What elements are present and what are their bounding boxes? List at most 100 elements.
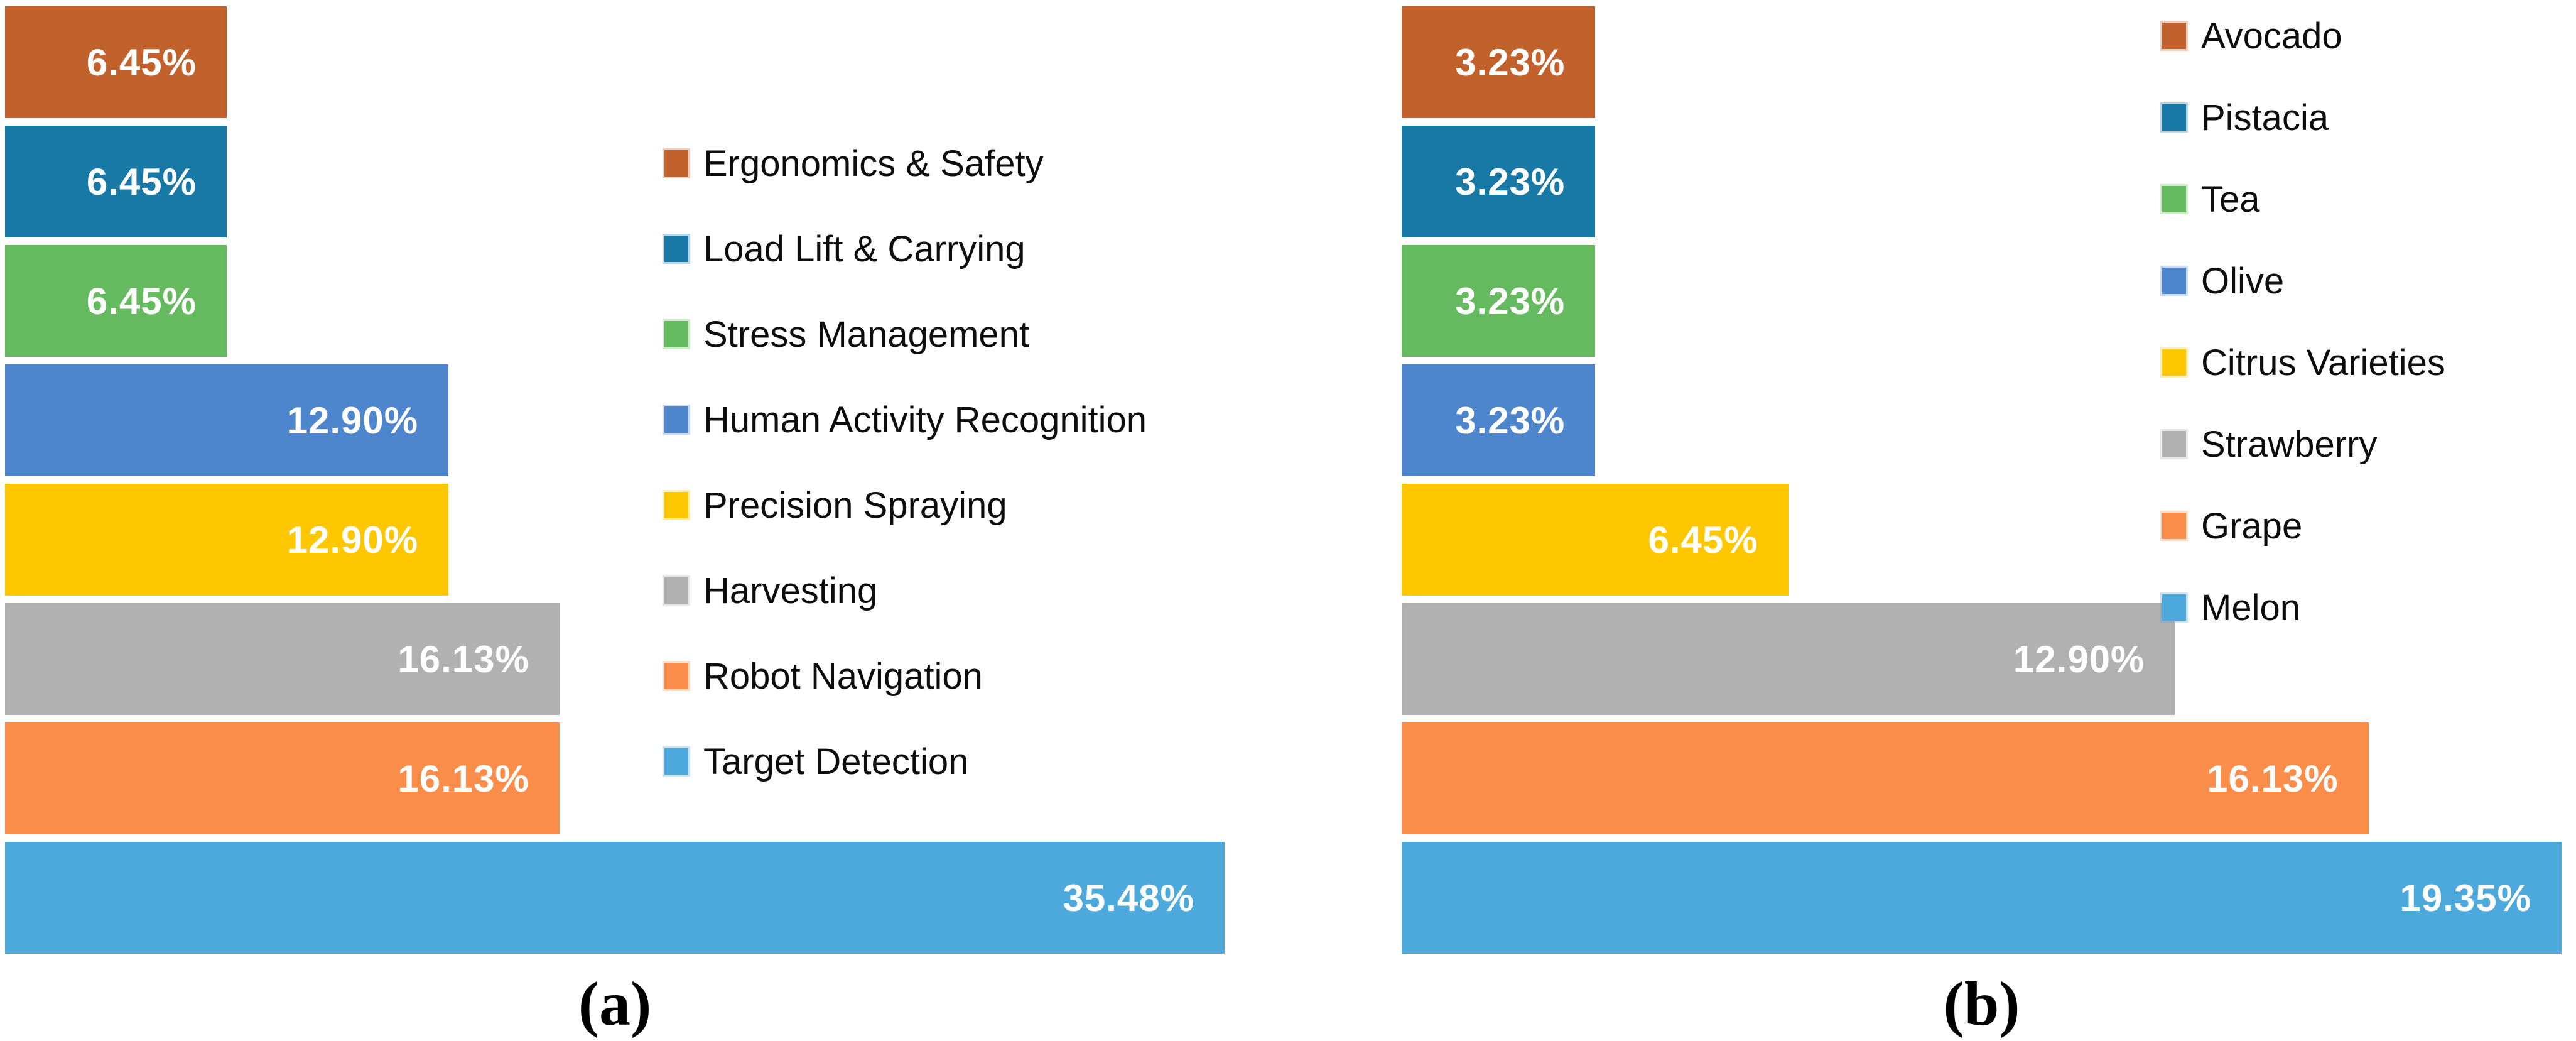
bar-value-label: 6.45% xyxy=(86,160,197,203)
bar-value-label: 12.90% xyxy=(2013,638,2145,680)
bar-row: 12.90% xyxy=(5,484,1225,596)
bar-row: 16.13% xyxy=(5,722,1225,834)
legend-label: Citrus Varieties xyxy=(2201,342,2445,383)
legend-label: Pistacia xyxy=(2201,97,2329,138)
legend-item-stress-management: Stress Management xyxy=(664,292,1147,377)
bar-group-a: 6.45% 6.45% 6.45% 12.90% 12.90% 16.13% 16.13% 3… xyxy=(5,6,1225,954)
bar-value-label: 12.90% xyxy=(286,399,419,442)
legend-swatch-icon xyxy=(664,748,688,775)
legend-item-harvesting: Harvesting xyxy=(664,548,1147,633)
legend-swatch-icon xyxy=(664,150,688,177)
bar-row: 6.45% xyxy=(5,245,1225,357)
bar-pistacia: 3.23% xyxy=(1402,126,1596,237)
legend-item-robot-navigation: Robot Navigation xyxy=(664,633,1147,719)
legend-item-ergonomics-safety: Ergonomics & Safety xyxy=(664,121,1147,206)
legend-swatch-icon xyxy=(2162,186,2186,212)
bar-load-lift-carrying: 6.45% xyxy=(5,126,227,237)
bar-row: 3.23% xyxy=(1402,245,2562,357)
bar-tea: 3.23% xyxy=(1402,245,1596,357)
legend-swatch-icon xyxy=(664,406,688,433)
legend-item-human-activity-recognition: Human Activity Recognition xyxy=(664,377,1147,462)
legend-item-olive: Olive xyxy=(2162,240,2445,322)
bar-row: 3.23% xyxy=(1402,126,2562,237)
legend-label: Ergonomics & Safety xyxy=(703,143,1044,184)
bar-value-label: 6.45% xyxy=(86,280,197,322)
legend-swatch-icon xyxy=(2162,513,2186,539)
legend-item-citrus-varieties: Citrus Varieties xyxy=(2162,322,2445,403)
bar-harvesting: 16.13% xyxy=(5,603,560,715)
legend-a: Ergonomics & Safety Load Lift & Carrying S… xyxy=(664,121,1147,804)
legend-swatch-icon xyxy=(664,492,688,518)
bar-row: 6.45% xyxy=(5,6,1225,118)
legend-label: Strawberry xyxy=(2201,423,2378,465)
bar-value-label: 35.48% xyxy=(1063,876,1194,919)
caption-b: (b) xyxy=(1943,969,2020,1038)
legend-item-tea: Tea xyxy=(2162,158,2445,240)
legend-item-grape: Grape xyxy=(2162,485,2445,567)
bar-value-label: 3.23% xyxy=(1455,399,1566,442)
bar-avocado: 3.23% xyxy=(1402,6,1596,118)
legend-label: Target Detection xyxy=(703,741,969,782)
legend-label: Stress Management xyxy=(703,313,1030,355)
bar-value-label: 16.13% xyxy=(398,757,529,800)
legend-item-target-detection: Target Detection xyxy=(664,719,1147,804)
legend-swatch-icon xyxy=(2162,594,2186,621)
bar-target-detection: 35.48% xyxy=(5,842,1225,954)
bar-citrus-varieties: 6.45% xyxy=(1402,484,1789,596)
legend-swatch-icon xyxy=(2162,23,2186,49)
bar-row: 16.13% xyxy=(5,603,1225,715)
bar-row: 12.90% xyxy=(5,364,1225,476)
legend-item-pistacia: Pistacia xyxy=(2162,77,2445,158)
bar-value-label: 6.45% xyxy=(1648,518,1758,561)
legend-swatch-icon xyxy=(664,663,688,689)
bar-value-label: 16.13% xyxy=(2207,757,2339,800)
legend-b: Avocado Pistacia Tea Olive Citrus Varieties S… xyxy=(2162,0,2445,648)
bar-row: 6.45% xyxy=(5,126,1225,237)
caption-a: (a) xyxy=(578,969,652,1038)
legend-label: Tea xyxy=(2201,178,2260,220)
bar-human-activity-recognition: 12.90% xyxy=(5,364,449,476)
legend-label: Melon xyxy=(2201,587,2300,628)
bar-value-label: 3.23% xyxy=(1455,280,1566,322)
bar-row: 6.45% xyxy=(1402,484,2562,596)
chart-panel-a: 6.45% 6.45% 6.45% 12.90% 12.90% 16.13% 16.13% 3… xyxy=(5,6,1225,1038)
chart-panel-b: 3.23% 3.23% 3.23% 3.23% 6.45% 12.90% 16.13% 19.… xyxy=(1288,0,2576,1041)
bar-strawberry: 12.90% xyxy=(1402,603,2175,715)
bar-row: 3.23% xyxy=(1402,364,2562,476)
legend-item-avocado: Avocado xyxy=(2162,0,2445,77)
legend-label: Avocado xyxy=(2201,15,2342,57)
legend-swatch-icon xyxy=(664,321,688,347)
bar-precision-spraying: 12.90% xyxy=(5,484,449,596)
bar-row: 35.48% xyxy=(5,842,1225,954)
bar-group-b: 3.23% 3.23% 3.23% 3.23% 6.45% 12.90% 16.13% 19.… xyxy=(1402,6,2562,954)
bar-robot-navigation: 16.13% xyxy=(5,722,560,834)
legend-label: Load Lift & Carrying xyxy=(703,228,1026,270)
bar-value-label: 6.45% xyxy=(86,41,197,84)
bar-stress-management: 6.45% xyxy=(5,245,227,357)
legend-swatch-icon xyxy=(2162,104,2186,131)
bar-row: 19.35% xyxy=(1402,842,2562,954)
legend-swatch-icon xyxy=(664,236,688,262)
legend-label: Olive xyxy=(2201,260,2285,302)
bar-grape: 16.13% xyxy=(1402,722,2369,834)
bar-value-label: 3.23% xyxy=(1455,160,1566,203)
legend-item-melon: Melon xyxy=(2162,567,2445,648)
legend-swatch-icon xyxy=(664,577,688,604)
legend-swatch-icon xyxy=(2162,431,2186,457)
legend-swatch-icon xyxy=(2162,268,2186,294)
legend-label: Grape xyxy=(2201,505,2303,547)
bar-value-label: 3.23% xyxy=(1455,41,1566,84)
legend-label: Precision Spraying xyxy=(703,484,1007,526)
bar-value-label: 12.90% xyxy=(286,518,419,561)
bar-ergonomics-safety: 6.45% xyxy=(5,6,227,118)
legend-label: Robot Navigation xyxy=(703,655,983,697)
legend-item-strawberry: Strawberry xyxy=(2162,403,2445,485)
legend-label: Harvesting xyxy=(703,570,878,611)
legend-swatch-icon xyxy=(2162,349,2186,376)
bar-row: 16.13% xyxy=(1402,722,2562,834)
bar-melon: 19.35% xyxy=(1402,842,2562,954)
bar-row: 12.90% xyxy=(1402,603,2562,715)
legend-label: Human Activity Recognition xyxy=(703,399,1147,440)
bar-value-label: 19.35% xyxy=(2400,876,2531,919)
